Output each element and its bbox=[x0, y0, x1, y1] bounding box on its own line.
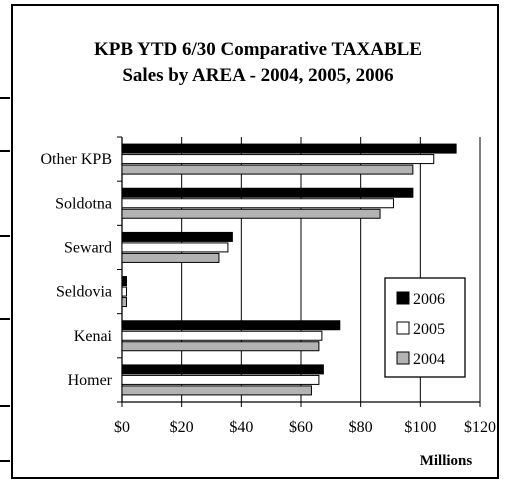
bar-2006 bbox=[121, 143, 457, 154]
bar-2006 bbox=[121, 364, 324, 375]
bar-2005 bbox=[121, 374, 320, 385]
bar-2006 bbox=[121, 187, 414, 198]
category-label: Soldotna bbox=[55, 195, 112, 212]
bar-2006 bbox=[121, 276, 127, 287]
x-tick-label: $0 bbox=[114, 419, 130, 436]
x-tick-label: $80 bbox=[349, 419, 373, 436]
edge-tick bbox=[0, 318, 10, 320]
edge-tick bbox=[0, 235, 10, 237]
x-tick-label: $20 bbox=[170, 419, 194, 436]
bar-2006 bbox=[121, 320, 341, 331]
x-tick-label: $120 bbox=[464, 419, 496, 436]
edge-tick bbox=[0, 460, 10, 462]
legend-swatch-2006 bbox=[396, 291, 410, 305]
category-label: Other KPB bbox=[40, 151, 112, 168]
x-axis-label: Millions bbox=[420, 453, 473, 469]
x-tick-label: $100 bbox=[404, 419, 436, 436]
bar-2005 bbox=[121, 286, 127, 297]
chart-frame bbox=[11, 4, 499, 479]
category-label: Homer bbox=[68, 372, 113, 389]
x-tick-label: $60 bbox=[289, 419, 313, 436]
bar-2004 bbox=[121, 252, 220, 263]
category-label: Seward bbox=[64, 239, 112, 256]
bar-2005 bbox=[121, 198, 394, 209]
bar-2005 bbox=[121, 154, 435, 165]
bar-2006 bbox=[121, 231, 233, 242]
chart-title-line-2: Sales by AREA - 2004, 2005, 2006 bbox=[122, 65, 393, 86]
legend-label-2004: 2004 bbox=[413, 351, 445, 368]
bar-2004 bbox=[121, 297, 127, 308]
bar-2005 bbox=[121, 242, 229, 253]
edge-tick bbox=[0, 150, 10, 152]
edge-tick bbox=[0, 97, 10, 99]
bar-2004 bbox=[121, 341, 320, 352]
category-label: Seldovia bbox=[56, 284, 112, 301]
bar-2005 bbox=[121, 330, 323, 341]
legend-label-2006: 2006 bbox=[413, 291, 445, 308]
edge-tick bbox=[0, 405, 10, 407]
chart-title-line-1: KPB YTD 6/30 Comparative TAXABLE bbox=[94, 39, 422, 60]
legend-swatch-2004 bbox=[396, 351, 410, 365]
bar-2004 bbox=[121, 385, 312, 396]
bar-2004 bbox=[121, 208, 381, 219]
x-tick-label: $40 bbox=[229, 419, 253, 436]
legend-label-2005: 2005 bbox=[413, 321, 445, 338]
legend: 2006 2005 2004 bbox=[384, 277, 466, 378]
page-edge-ticks bbox=[0, 0, 12, 489]
category-label: Kenai bbox=[74, 328, 113, 345]
bar-2004 bbox=[121, 164, 414, 175]
legend-swatch-2005 bbox=[396, 321, 410, 335]
